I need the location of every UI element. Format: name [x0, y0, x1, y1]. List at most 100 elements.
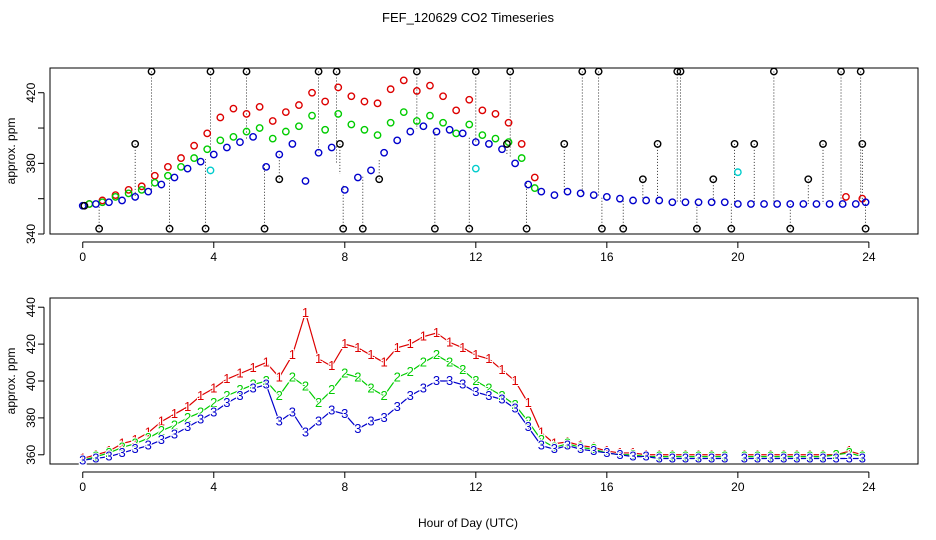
bottom-y-tick-label: 420 [24, 334, 38, 354]
series-symbol-2: 2 [498, 388, 505, 403]
point-red [177, 154, 185, 162]
point-blue [485, 140, 493, 148]
point-green [308, 111, 316, 120]
point-blue [589, 191, 598, 200]
point-red [334, 83, 343, 92]
point-black [465, 224, 474, 233]
series-symbol-1: 1 [708, 447, 715, 462]
point-blue [861, 198, 870, 207]
point-blue [655, 196, 664, 205]
point-black [358, 224, 367, 233]
series-symbol-1: 1 [767, 447, 774, 462]
point-black [206, 67, 215, 76]
point-black [147, 67, 156, 76]
bottom-x-axis: 0 4 8 12 16 20 24 [79, 471, 876, 494]
point-red [281, 108, 290, 117]
top-x-tick-label: 20 [731, 250, 745, 264]
series-symbol-2: 2 [669, 449, 676, 464]
series-symbol-3: 3 [433, 373, 440, 388]
series-symbol-2: 2 [394, 369, 401, 384]
point-green [412, 117, 421, 125]
point-black [769, 67, 778, 76]
bottom-y-tick-label: 440 [24, 297, 38, 317]
point-green [386, 118, 395, 127]
point-red [491, 110, 500, 118]
series-symbol-2: 2 [859, 449, 866, 464]
series-symbol-1: 1 [832, 447, 839, 462]
top-x-tick-label: 12 [469, 250, 483, 264]
series-symbol-1: 1 [223, 371, 230, 386]
point-blue [733, 200, 742, 208]
series-symbol-2: 2 [328, 382, 335, 397]
point-green [150, 178, 159, 187]
series-symbol-2: 2 [380, 388, 387, 403]
series-symbol-2: 2 [780, 449, 787, 464]
figure-title: FEF_120629 CO2 Timeseries [382, 10, 554, 25]
point-blue [157, 180, 166, 189]
series-symbol-1: 1 [643, 447, 650, 462]
series-symbol-1: 1 [184, 399, 191, 414]
series-symbol-2: 2 [525, 414, 532, 429]
point-blue [91, 200, 100, 208]
series-symbol-1: 1 [629, 445, 636, 460]
series-symbol-1: 1 [538, 425, 545, 440]
series-symbol-3: 3 [819, 450, 826, 465]
point-red [150, 171, 159, 180]
point-blue [183, 164, 192, 173]
series-symbol-1: 1 [158, 414, 165, 429]
point-black [594, 67, 603, 76]
series-symbol-1: 1 [590, 439, 597, 454]
series-symbol-1: 1 [472, 347, 479, 362]
series-symbol-1: 1 [210, 380, 217, 395]
point-green [177, 162, 185, 171]
point-black [709, 175, 718, 184]
point-red [399, 76, 408, 85]
series-line-1 [744, 450, 863, 456]
series-symbol-3: 3 [498, 391, 505, 406]
series-symbol-3: 3 [793, 450, 800, 465]
point-black [856, 67, 865, 76]
point-red [137, 182, 146, 191]
series-symbol-2: 2 [184, 410, 191, 425]
point-green [190, 154, 199, 162]
point-green [268, 134, 277, 143]
point-black [506, 67, 515, 76]
series-symbol-3: 3 [721, 450, 728, 465]
series-symbol-2: 2 [695, 449, 702, 464]
series-symbol-3: 3 [832, 450, 839, 465]
series-symbol-2: 2 [105, 445, 112, 460]
point-blue [760, 200, 768, 208]
point-red [373, 99, 382, 108]
series-symbol-1: 1 [302, 305, 309, 320]
series-symbol-1: 1 [551, 436, 558, 451]
series-symbol-2: 2 [145, 430, 152, 445]
top-x-axis: 0 4 8 12 16 20 24 [79, 241, 876, 264]
point-red [347, 92, 356, 101]
series-symbol-2: 2 [577, 439, 584, 454]
point-red [360, 97, 369, 106]
series-symbol-1: 1 [754, 447, 761, 462]
series-symbol-1: 1 [459, 340, 466, 355]
series-symbol-1: 1 [616, 445, 623, 460]
series-symbol-1: 1 [525, 395, 532, 410]
series-symbol-2: 2 [276, 388, 283, 403]
point-black [375, 175, 384, 184]
series-symbol-2: 2 [197, 404, 204, 419]
bottom-x-tick-label: 20 [731, 480, 745, 494]
point-blue [576, 189, 585, 198]
point-black [201, 224, 210, 233]
bottom-x-tick-label: 12 [469, 480, 483, 494]
point-green [373, 131, 382, 140]
point-green [255, 124, 264, 132]
point-black [522, 224, 531, 233]
series-symbol-1: 1 [394, 340, 401, 355]
point-blue [249, 132, 257, 141]
point-red [242, 110, 251, 118]
series-symbol-1: 1 [656, 447, 663, 462]
top-y-axis: 340 380 420 [24, 82, 45, 244]
top-y-axis-label: approx. ppm [4, 118, 18, 185]
point-green [465, 120, 474, 129]
point-green [334, 110, 343, 118]
